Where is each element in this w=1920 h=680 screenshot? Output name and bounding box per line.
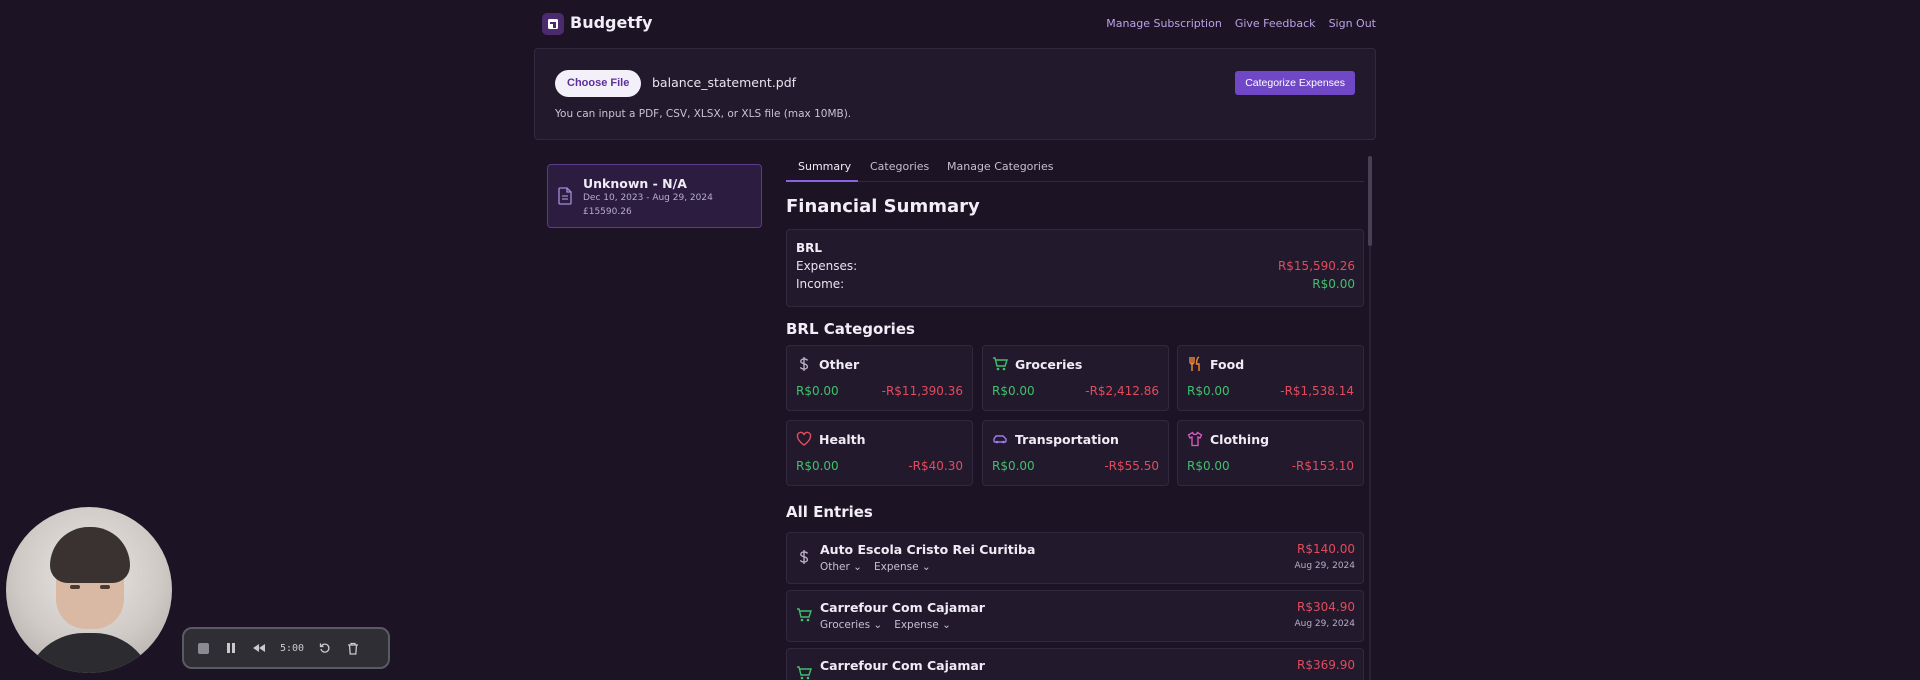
category-card-food[interactable]: Food R$0.00 -R$1,538.14 bbox=[1177, 345, 1364, 411]
document-icon bbox=[558, 187, 572, 205]
entry-type-dropdown[interactable]: Expense ⌄ bbox=[894, 619, 951, 631]
expenses-value: R$15,590.26 bbox=[1277, 259, 1355, 273]
utensils-icon bbox=[1189, 356, 1200, 371]
statement-dates: Dec 10, 2023 - Aug 29, 2024 bbox=[583, 193, 713, 203]
category-expense: -R$153.10 bbox=[1291, 459, 1354, 473]
category-income: R$0.00 bbox=[992, 384, 1035, 398]
category-card-clothing[interactable]: Clothing R$0.00 -R$153.10 bbox=[1177, 420, 1364, 486]
brand-name: Budgetfy bbox=[570, 13, 653, 32]
cart-icon bbox=[797, 666, 812, 680]
financial-summary-heading: Financial Summary bbox=[786, 196, 980, 217]
tab-summary[interactable]: Summary bbox=[798, 160, 852, 173]
rewind-icon[interactable] bbox=[252, 641, 266, 655]
choose-file-button[interactable]: Choose File bbox=[555, 70, 642, 97]
main-content: Summary Categories Manage Categories Fin… bbox=[786, 152, 1364, 680]
scrollbar-track bbox=[1369, 156, 1371, 680]
entry-name: Carrefour Com Cajamar bbox=[820, 658, 985, 673]
category-card-health[interactable]: Health R$0.00 -R$40.30 bbox=[786, 420, 973, 486]
statement-total: £15590.26 bbox=[583, 207, 632, 217]
summary-currency: BRL bbox=[796, 241, 823, 255]
summary-box: BRL Expenses: R$15,590.26 Income: R$0.00 bbox=[786, 229, 1364, 307]
categories-heading: BRL Categories bbox=[786, 320, 915, 338]
entry-row[interactable]: Auto Escola Cristo Rei Curitiba Other ⌄ … bbox=[786, 532, 1364, 584]
category-name: Clothing bbox=[1210, 432, 1270, 447]
upload-hint: You can input a PDF, CSV, XLSX, or XLS f… bbox=[555, 108, 852, 120]
chevron-down-icon: ⌄ bbox=[921, 561, 931, 573]
all-entries-heading: All Entries bbox=[786, 503, 873, 521]
category-name: Health bbox=[819, 432, 866, 447]
categorize-expenses-button[interactable]: Categorize Expenses bbox=[1235, 71, 1355, 95]
active-tab-indicator bbox=[786, 180, 858, 182]
upload-card: Choose File balance_statement.pdf You ca… bbox=[534, 48, 1376, 140]
recording-timer: 5:00 bbox=[280, 642, 305, 654]
give-feedback-link[interactable]: Give Feedback bbox=[1234, 17, 1316, 30]
entry-amount: R$304.90 bbox=[1297, 600, 1355, 614]
heart-icon bbox=[796, 431, 812, 446]
entry-row[interactable]: Carrefour Com Cajamar R$369.90 bbox=[786, 648, 1364, 680]
statement-card[interactable]: Unknown - N/A Dec 10, 2023 - Aug 29, 202… bbox=[547, 164, 762, 228]
chevron-down-icon: ⌄ bbox=[853, 561, 862, 573]
webcam-preview bbox=[6, 507, 172, 673]
entry-amount: R$369.90 bbox=[1297, 658, 1355, 672]
category-name: Other bbox=[819, 357, 860, 372]
entry-category-dropdown[interactable]: Other ⌄ bbox=[820, 561, 862, 573]
app-container: Budgetfy Manage Subscription Give Feedba… bbox=[534, 0, 1376, 680]
shirt-icon bbox=[1187, 431, 1203, 447]
income-label: Income: bbox=[796, 277, 845, 291]
dollar-icon bbox=[799, 357, 809, 371]
entry-type-dropdown[interactable]: Expense ⌄ bbox=[873, 561, 931, 573]
restart-icon[interactable] bbox=[318, 641, 332, 655]
stop-icon[interactable] bbox=[196, 641, 210, 655]
top-header: Budgetfy Manage Subscription Give Feedba… bbox=[534, 0, 1376, 48]
entry-amount: R$140.00 bbox=[1297, 542, 1355, 556]
category-expense: -R$1,538.14 bbox=[1280, 384, 1354, 398]
logo-icon[interactable] bbox=[542, 13, 564, 35]
chevron-down-icon: ⌄ bbox=[942, 619, 951, 631]
entry-tags: Groceries ⌄ Expense ⌄ bbox=[820, 619, 951, 631]
entry-date: Aug 29, 2024 bbox=[1294, 619, 1355, 629]
recording-controls: 5:00 bbox=[182, 627, 390, 669]
cart-icon bbox=[797, 608, 812, 622]
income-value: R$0.00 bbox=[1312, 277, 1355, 291]
category-expense: -R$40.30 bbox=[908, 459, 963, 473]
scrollbar-thumb[interactable] bbox=[1368, 156, 1372, 246]
category-income: R$0.00 bbox=[796, 459, 839, 473]
entry-row[interactable]: Carrefour Com Cajamar Groceries ⌄ Expens… bbox=[786, 590, 1364, 642]
entry-date: Aug 29, 2024 bbox=[1294, 561, 1355, 571]
category-expense: -R$11,390.36 bbox=[881, 384, 963, 398]
chevron-down-icon: ⌄ bbox=[873, 619, 883, 631]
car-icon bbox=[993, 435, 1007, 444]
tab-categories[interactable]: Categories bbox=[870, 160, 930, 173]
category-card-other[interactable]: Other R$0.00 -R$11,390.36 bbox=[786, 345, 973, 411]
statement-title: Unknown - N/A bbox=[583, 176, 687, 191]
category-name: Food bbox=[1210, 357, 1245, 372]
category-income: R$0.00 bbox=[1187, 459, 1230, 473]
entry-name: Auto Escola Cristo Rei Curitiba bbox=[820, 542, 1036, 557]
category-name: Transportation bbox=[1015, 432, 1119, 447]
tab-bar: Summary Categories Manage Categories bbox=[786, 152, 1364, 182]
category-name: Groceries bbox=[1015, 357, 1083, 372]
category-expense: -R$2,412.86 bbox=[1085, 384, 1159, 398]
selected-file-name: balance_statement.pdf bbox=[652, 75, 797, 90]
category-card-transportation[interactable]: Transportation R$0.00 -R$55.50 bbox=[982, 420, 1169, 486]
tab-manage-categories[interactable]: Manage Categories bbox=[947, 160, 1054, 173]
pause-icon[interactable] bbox=[224, 641, 238, 655]
expenses-label: Expenses: bbox=[796, 259, 858, 273]
entry-category-dropdown[interactable]: Groceries ⌄ bbox=[820, 619, 883, 631]
category-income: R$0.00 bbox=[796, 384, 839, 398]
category-expense: -R$55.50 bbox=[1104, 459, 1159, 473]
cart-icon bbox=[993, 357, 1008, 371]
category-card-groceries[interactable]: Groceries R$0.00 -R$2,412.86 bbox=[982, 345, 1169, 411]
entry-tags: Other ⌄ Expense ⌄ bbox=[820, 561, 931, 573]
sign-out-link[interactable]: Sign Out bbox=[1328, 17, 1376, 30]
dollar-icon bbox=[799, 550, 809, 564]
category-income: R$0.00 bbox=[992, 459, 1035, 473]
trash-icon[interactable] bbox=[346, 641, 360, 655]
top-nav: Manage Subscription Give Feedback Sign O… bbox=[1106, 17, 1376, 30]
entry-name: Carrefour Com Cajamar bbox=[820, 600, 985, 615]
manage-subscription-link[interactable]: Manage Subscription bbox=[1106, 17, 1222, 30]
category-income: R$0.00 bbox=[1187, 384, 1230, 398]
